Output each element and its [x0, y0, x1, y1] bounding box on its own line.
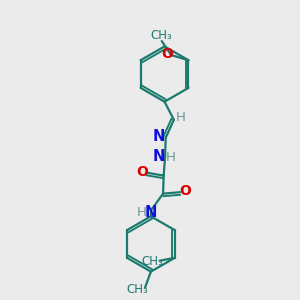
Text: H: H	[166, 151, 176, 164]
Text: H: H	[176, 111, 186, 124]
Text: N: N	[152, 149, 165, 164]
Text: CH₃: CH₃	[141, 255, 163, 268]
Text: O: O	[136, 164, 148, 178]
Text: CH₃: CH₃	[151, 29, 172, 42]
Text: N: N	[145, 205, 157, 220]
Text: H: H	[136, 206, 146, 219]
Text: CH₃: CH₃	[127, 284, 148, 296]
Text: O: O	[161, 47, 173, 61]
Text: N: N	[153, 128, 165, 143]
Text: O: O	[179, 184, 191, 198]
